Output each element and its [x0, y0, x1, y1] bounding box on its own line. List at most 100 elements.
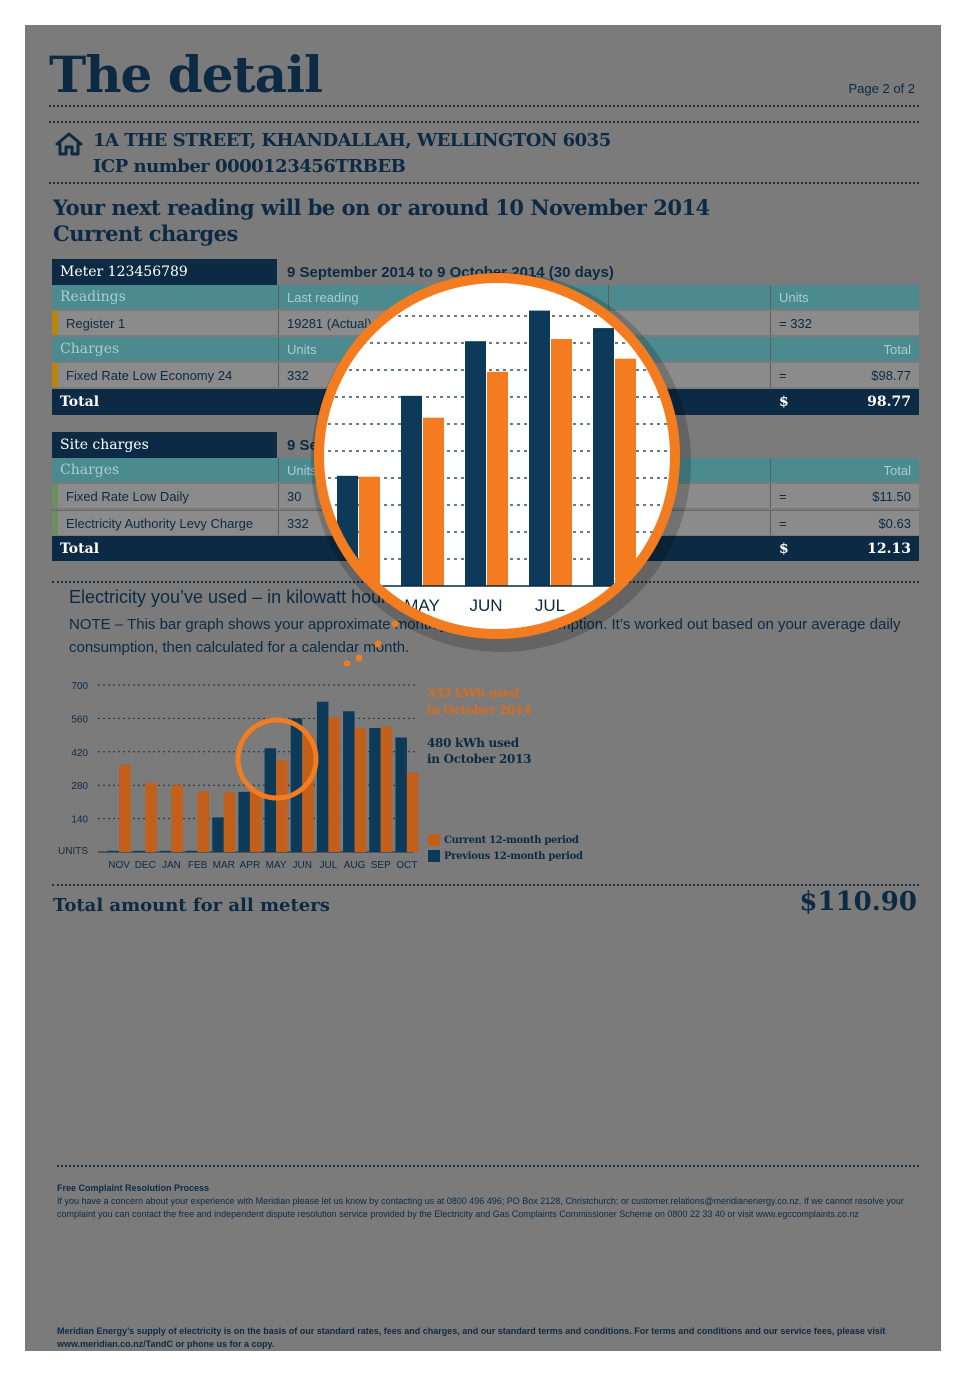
- divider: [57, 1165, 919, 1167]
- register-label: Register 1: [52, 311, 279, 335]
- y-tick-label: 700: [71, 681, 88, 692]
- y-tick-label: 560: [71, 714, 88, 725]
- lens-bar-current-apr: [359, 476, 380, 586]
- bill-page: The detail Page 2 of 2 1A THE STREET, KH…: [25, 25, 941, 1351]
- lens-bar-previous-jul: [529, 310, 550, 586]
- x-tick-label: MAR: [213, 860, 235, 871]
- x-tick-label: JAN: [162, 860, 181, 871]
- x-tick-label: JUL: [320, 860, 338, 871]
- charge-total: $98.77: [811, 363, 919, 387]
- bar-previous-nov: [107, 850, 120, 852]
- divider: [49, 182, 919, 184]
- lens-bar-previous-aug: [593, 328, 614, 586]
- charge-eq: =: [771, 363, 811, 387]
- site-item-eq: =: [771, 484, 811, 508]
- divider: [52, 884, 919, 886]
- footer-terms: Meridian Energy’s supply of electricity …: [57, 1326, 886, 1349]
- lens-bar-current-jul: [551, 339, 572, 586]
- site-item-label: Electricity Authority Levy Charge: [52, 511, 279, 535]
- bar-previous-jan: [159, 850, 172, 852]
- register-units: = 332: [771, 311, 919, 335]
- lens-bar-current-jun: [487, 371, 508, 586]
- divider: [49, 105, 919, 107]
- meter-header-row: Meter 123456789 9 September 2014 to 9 Oc…: [52, 259, 919, 285]
- x-tick-label: JUN: [293, 860, 312, 871]
- next-reading: Your next reading will be on or around 1…: [53, 195, 710, 220]
- usage-title: Electricity you’ve used – in kilowatt ho…: [69, 587, 450, 607]
- units-label: Units: [771, 285, 919, 309]
- bar-current-feb: [197, 791, 210, 852]
- meter-total-currency: $: [771, 389, 811, 415]
- previous-usage-line2: in October 2013: [427, 752, 532, 766]
- page-title: The detail: [49, 45, 323, 104]
- site-item-total: $0.63: [811, 511, 919, 535]
- site-name: Site charges: [52, 432, 277, 458]
- divider: [49, 121, 919, 123]
- x-tick-label: OCT: [396, 860, 417, 871]
- site-total-col-label: Total: [771, 458, 919, 482]
- bar-current-nov: [119, 764, 131, 852]
- previous-usage-line1: 480 kWh used: [427, 736, 519, 750]
- lens-x-label: JUL: [535, 596, 565, 615]
- legend-swatch-current: [428, 834, 440, 846]
- lens-bar-current-aug: [615, 358, 636, 586]
- site-total-value: 12.13: [811, 536, 919, 561]
- bar-current-oct: [406, 772, 419, 852]
- bar-previous-jun: [290, 718, 303, 852]
- lens-bar-previous-jun: [465, 341, 486, 586]
- connector-dot: [391, 620, 399, 628]
- site-charges-label: Charges: [52, 458, 279, 482]
- site-item-label: Fixed Rate Low Daily: [52, 484, 279, 508]
- legend-previous: Previous 12-month period: [444, 851, 583, 862]
- bar-current-sep: [380, 726, 393, 852]
- y-tick-label: 420: [71, 748, 88, 759]
- bar-previous-feb: [186, 850, 198, 852]
- connector-dot: [355, 654, 363, 662]
- magnifier-ring: [314, 273, 680, 639]
- bar-previous-aug: [343, 711, 355, 852]
- site-item-eq: =: [771, 511, 811, 535]
- y-tick-label: 280: [71, 781, 88, 792]
- bar-previous-dec: [133, 850, 146, 852]
- current-charges-heading: Current charges: [53, 221, 238, 246]
- meter-total-value: 98.77: [811, 389, 919, 415]
- bar-previous-may: [264, 748, 277, 852]
- bar-current-dec: [145, 782, 157, 852]
- lens-bar-current-may: [423, 417, 444, 586]
- charges-label: Charges: [52, 337, 279, 361]
- meter-period: 9 September 2014 to 9 October 2014 (30 d…: [287, 263, 614, 281]
- property-address: 1A THE STREET, KHANDALLAH, WELLINGTON 60…: [93, 130, 611, 151]
- readings-label: Readings: [52, 285, 279, 309]
- current-usage-line2: in October 2014: [427, 703, 532, 717]
- x-tick-label: FEB: [188, 860, 208, 871]
- x-tick-label: MAY: [266, 860, 287, 871]
- lens-bar-current-mar: [295, 477, 316, 586]
- total-amount-label: Total amount for all meters: [53, 895, 330, 916]
- house-icon: [55, 132, 83, 156]
- lens-bar-previous-mar: [287, 523, 294, 586]
- bar-current-mar: [223, 792, 236, 852]
- usage-bar-chart: 140 280 420 560 700 UNITS NOV DEC JAN FEB MAR APR MA…: [58, 681, 419, 871]
- connector-dot: [343, 660, 351, 666]
- site-item-total: $11.50: [811, 484, 919, 508]
- x-tick-label: APR: [240, 860, 261, 871]
- y-axis-label: UNITS: [58, 846, 88, 857]
- bar-current-jan: [171, 785, 183, 852]
- icp-number: ICP number 0000123456TRBEB: [93, 156, 406, 177]
- legend-swatch-previous: [428, 850, 440, 862]
- complaint-text: If you have a concern about your experie…: [57, 1196, 904, 1219]
- bar-previous-apr: [238, 791, 250, 852]
- lens-x-label: JUN: [469, 596, 502, 615]
- charge-item-label: Fixed Rate Low Economy 24: [52, 363, 279, 387]
- y-tick-label: 140: [71, 815, 88, 826]
- page-number: Page 2 of 2: [848, 81, 916, 96]
- total-amount-value: $110.90: [799, 887, 917, 917]
- bar-current-may: [276, 760, 288, 852]
- bar-previous-sep: [369, 727, 381, 852]
- site-total-currency: $: [771, 536, 811, 561]
- legend-current: Current 12-month period: [444, 835, 579, 846]
- bar-previous-jul: [316, 701, 329, 852]
- x-tick-label: DEC: [135, 860, 156, 871]
- lens-x-label: MAR: [287, 596, 313, 615]
